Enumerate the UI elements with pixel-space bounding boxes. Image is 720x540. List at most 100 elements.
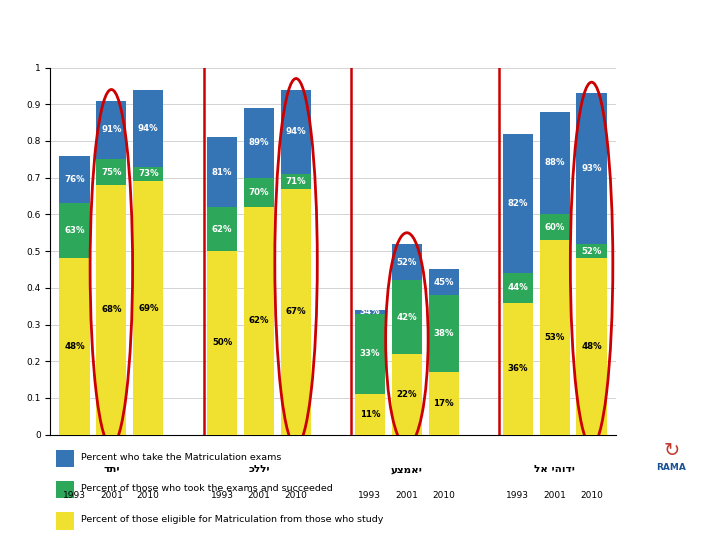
- Bar: [133, 167, 163, 435]
- Text: 52%: 52%: [397, 258, 417, 267]
- Text: 73%: 73%: [138, 170, 158, 179]
- Bar: [281, 174, 311, 435]
- Bar: [59, 156, 89, 435]
- Text: ↻: ↻: [663, 441, 680, 461]
- Text: 62%: 62%: [212, 225, 233, 234]
- Text: 2010: 2010: [433, 491, 455, 501]
- Text: 93%: 93%: [581, 164, 602, 173]
- Text: Program
Evaluation: Program Evaluation: [652, 355, 690, 368]
- Text: Only 48% Matriculate (on Average): Only 48% Matriculate (on Average): [9, 19, 475, 43]
- Bar: [56, 512, 74, 530]
- Text: Percent of those who took the exams and succeeded: Percent of those who took the exams and …: [81, 484, 333, 493]
- Circle shape: [650, 351, 693, 540]
- Bar: [503, 133, 533, 435]
- Text: 42%: 42%: [397, 313, 417, 322]
- Text: 34%: 34%: [359, 307, 380, 316]
- Bar: [577, 244, 607, 435]
- Text: ►: ►: [686, 12, 696, 25]
- Text: 17%: 17%: [433, 399, 454, 408]
- Text: Ministerial
Goals: Ministerial Goals: [653, 77, 690, 90]
- Text: 91%: 91%: [101, 125, 122, 134]
- Text: 2001: 2001: [100, 491, 123, 501]
- Text: 53%: 53%: [544, 333, 564, 342]
- Bar: [56, 481, 74, 498]
- Bar: [207, 207, 238, 435]
- Text: כללי: כללי: [248, 464, 270, 475]
- Text: 94%: 94%: [286, 127, 307, 136]
- Text: 67%: 67%: [286, 307, 307, 316]
- Text: Matriculation
exams: Matriculation exams: [648, 161, 695, 174]
- Text: 33%: 33%: [360, 349, 380, 359]
- Text: 44%: 44%: [508, 284, 528, 292]
- Bar: [281, 188, 311, 435]
- Text: ▼: ▼: [647, 39, 657, 52]
- Bar: [577, 259, 607, 435]
- Text: 52%: 52%: [582, 247, 602, 255]
- Text: © 2013 # 22: © 2013 # 22: [655, 527, 688, 532]
- Text: 38%: 38%: [433, 329, 454, 338]
- Text: 81%: 81%: [212, 167, 233, 177]
- Text: 89%: 89%: [249, 138, 269, 147]
- Bar: [96, 100, 127, 435]
- Bar: [133, 181, 163, 435]
- Text: 50%: 50%: [212, 339, 233, 347]
- Bar: [392, 354, 422, 435]
- Bar: [281, 90, 311, 435]
- Text: RAMA: RAMA: [657, 463, 686, 471]
- Text: 62%: 62%: [249, 316, 269, 326]
- Text: Large-Scale
Assessment
in Israel: Large-Scale Assessment in Israel: [649, 114, 693, 134]
- Text: 22%: 22%: [397, 390, 417, 399]
- Text: 75%: 75%: [101, 167, 122, 177]
- Text: Percent of those eligible for Matriculation from those who study: Percent of those eligible for Matriculat…: [81, 515, 384, 524]
- Bar: [577, 93, 607, 435]
- Text: Formative
Assessments: Formative Assessments: [648, 314, 695, 328]
- Text: 70%: 70%: [249, 188, 269, 197]
- Bar: [133, 90, 163, 435]
- Text: 2010: 2010: [580, 491, 603, 501]
- Text: לא יהודי: לא יהודי: [534, 464, 575, 475]
- Bar: [207, 251, 238, 435]
- Bar: [244, 178, 274, 435]
- Text: ▲: ▲: [686, 39, 696, 52]
- Bar: [207, 137, 238, 435]
- Bar: [392, 280, 422, 435]
- Text: 1993: 1993: [63, 491, 86, 501]
- Text: 2001: 2001: [248, 491, 271, 501]
- Bar: [355, 310, 385, 435]
- Bar: [503, 273, 533, 435]
- Text: 1993: 1993: [506, 491, 529, 501]
- Text: 1993: 1993: [359, 491, 382, 501]
- Bar: [96, 185, 127, 435]
- Bar: [428, 372, 459, 435]
- Text: National
Authority for
Measurement
and
Evaluation in
Education: National Authority for Measurement and E…: [653, 499, 690, 532]
- Bar: [428, 269, 459, 435]
- Text: 36%: 36%: [508, 364, 528, 373]
- Text: Teacher &
Principal
Evaluation: Teacher & Principal Evaluation: [652, 395, 690, 415]
- Bar: [503, 302, 533, 435]
- Bar: [244, 108, 274, 435]
- Text: Monitoring
School
Violence: Monitoring School Violence: [652, 230, 690, 251]
- Text: 2001: 2001: [395, 491, 418, 501]
- Text: 2010: 2010: [284, 491, 307, 501]
- Bar: [539, 112, 570, 435]
- Text: 1993: 1993: [211, 491, 234, 501]
- Text: 82%: 82%: [508, 199, 528, 208]
- Bar: [59, 204, 89, 435]
- Text: 45%: 45%: [433, 278, 454, 287]
- Bar: [56, 450, 74, 467]
- Text: ◄: ◄: [647, 12, 657, 25]
- Text: 11%: 11%: [360, 410, 380, 419]
- Text: International
Comparisons: International Comparisons: [648, 274, 695, 287]
- Text: Meitzav: Meitzav: [657, 199, 685, 206]
- Text: 76%: 76%: [64, 175, 85, 184]
- Bar: [355, 394, 385, 435]
- Text: 48%: 48%: [581, 342, 602, 351]
- Text: 88%: 88%: [544, 158, 565, 167]
- Bar: [539, 240, 570, 435]
- Text: 69%: 69%: [138, 303, 158, 313]
- Text: 2001: 2001: [543, 491, 566, 501]
- Bar: [392, 244, 422, 435]
- Bar: [59, 259, 89, 435]
- Text: דתי: דתי: [103, 464, 120, 475]
- Text: 68%: 68%: [101, 305, 122, 314]
